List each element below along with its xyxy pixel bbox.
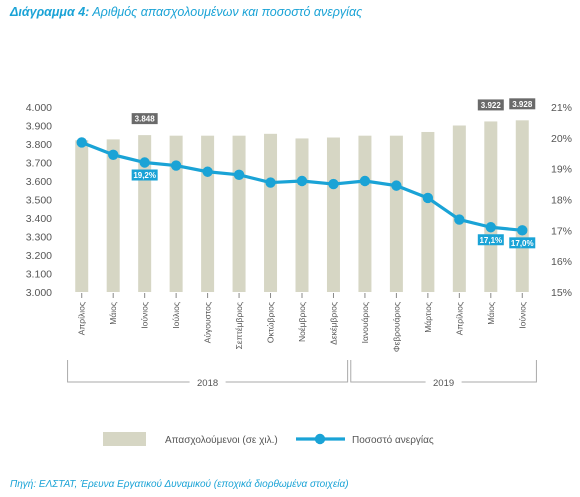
bar-value-label: 3.848: [135, 115, 156, 124]
line-value-label-bg: [131, 169, 158, 181]
x-tick-label: Ιούνιος: [140, 302, 150, 329]
employment-bar: [232, 135, 246, 292]
y-right-tick-label: 20%: [551, 133, 572, 145]
bar-value-label-bg: [509, 98, 536, 110]
year-label: 2018: [197, 378, 218, 389]
unemployment-point: [76, 137, 87, 148]
line-value-label: 17,1%: [479, 236, 502, 245]
legend-bar-label: Απασχολούμενοι (σε χιλ.): [165, 434, 278, 446]
employment-bar: [421, 131, 435, 292]
unemployment-point: [139, 157, 150, 168]
line-value-label: 17,0%: [511, 239, 534, 248]
bar-value-label: 3.922: [481, 101, 502, 110]
unemployment-point: [233, 169, 245, 181]
employment-bar: [264, 133, 278, 292]
y-left-tick-label: 3.100: [26, 269, 52, 281]
line-value-label: 19,2%: [133, 171, 156, 180]
year-label-bg: [425, 375, 462, 389]
bar-value-label: 3.928: [512, 100, 533, 109]
x-tick-label: Φεβρουάριος: [391, 302, 401, 352]
employment-bar: [484, 121, 498, 293]
year-label: 2019: [433, 378, 454, 389]
x-tick-label: Ιούλιος: [171, 302, 181, 329]
source-note: Πηγή: ΕΛΣΤΑΤ, Έρευνα Εργατικού Δυναμικού…: [10, 479, 349, 490]
y-left-tick-label: 3.500: [26, 195, 52, 207]
y-left-tick-label: 3.400: [26, 213, 52, 225]
x-tick-label: Ιούνιος: [517, 302, 527, 329]
employment-bar: [75, 140, 89, 292]
x-tick-label: Αύγουστος: [203, 302, 213, 343]
y-right-tick-label: 18%: [551, 195, 572, 207]
x-tick-label: Ιανουάριος: [360, 302, 370, 343]
unemployment-point: [265, 177, 276, 188]
employment-bar: [169, 135, 183, 292]
employment-bar: [106, 139, 120, 292]
unemployment-point: [391, 180, 402, 191]
x-tick-label: Σεπτέμβριος: [234, 302, 244, 349]
employment-bar: [389, 135, 403, 292]
bar-value-label-bg: [477, 99, 504, 111]
y-left-tick-label: 3.800: [26, 139, 52, 151]
x-tick-label: Οκτώβριος: [266, 302, 276, 343]
x-tick-label: Μάιος: [108, 302, 118, 325]
x-tick-label: Νοέμβριος: [297, 302, 307, 342]
line-value-label-bg: [477, 234, 504, 246]
x-tick-label: Απρίλιος: [77, 302, 87, 335]
y-left-tick-label: 3.900: [26, 121, 52, 133]
x-tick-label: Απρίλιος: [454, 302, 464, 335]
y-right-tick-label: 17%: [551, 225, 572, 237]
y-left-tick-label: 3.200: [26, 250, 52, 262]
y-left-tick-label: 4.000: [26, 102, 52, 114]
chart-title-lead: Διάγραμμα 4:: [10, 5, 90, 19]
employment-bar: [515, 120, 529, 292]
chart-title: Διάγραμμα 4: Αριθμός απασχολουμένων και …: [10, 5, 362, 19]
unemployment-point: [108, 149, 119, 160]
unemployment-point: [485, 222, 496, 233]
y-left-tick-label: 3.000: [26, 287, 52, 299]
line-value-label-bg: [509, 237, 536, 249]
y-right-tick-label: 19%: [551, 164, 572, 176]
x-tick-label: Μάρτιος: [423, 302, 433, 333]
employment-bar: [452, 125, 466, 292]
y-right-tick-label: 21%: [551, 102, 572, 114]
x-tick-label: Μάιος: [486, 302, 496, 325]
unemployment-point: [170, 160, 182, 171]
y-left-tick-label: 3.300: [26, 232, 52, 244]
y-right-tick-label: 16%: [551, 256, 572, 268]
legend-bar-swatch: [103, 432, 146, 446]
unemployment-point: [328, 178, 339, 190]
unemployment-point: [422, 192, 434, 204]
unemployment-point: [359, 175, 371, 187]
unemployment-point: [296, 175, 308, 187]
employment-bar: [201, 135, 215, 292]
y-left-tick-label: 3.600: [26, 176, 52, 188]
employment-bar: [326, 137, 340, 292]
bar-value-label-bg: [131, 113, 158, 125]
employment-bar: [295, 138, 309, 292]
chart-title-text: Αριθμός απασχολουμένων και ποσοστό ανεργ…: [89, 5, 363, 19]
y-right-tick-label: 15%: [551, 287, 572, 299]
legend-line-label: Ποσοστό ανεργίας: [352, 434, 434, 446]
unemployment-point: [454, 214, 465, 225]
y-left-tick-label: 3.700: [26, 158, 52, 170]
unemployment-point: [202, 166, 213, 177]
year-label-bg: [189, 375, 226, 389]
legend-line-marker: [314, 433, 326, 445]
unemployment-point: [517, 225, 528, 236]
x-tick-label: Δεκέμβριος: [328, 302, 338, 345]
employment-bar: [358, 135, 372, 292]
